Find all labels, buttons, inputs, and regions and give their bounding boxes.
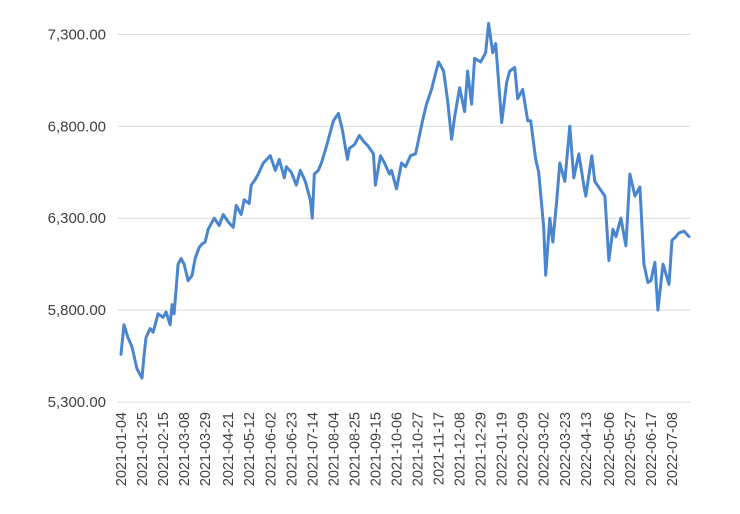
- series-line: [119, 21, 691, 380]
- y-tick-label: 7,300.00: [48, 26, 106, 43]
- gridlines: [118, 33, 690, 403]
- x-tick-label: 2021-12-08: [453, 412, 469, 486]
- x-tick-label: 2021-01-04: [114, 412, 130, 486]
- x-tick-label: 2022-05-06: [602, 412, 618, 486]
- x-tick-label: 2022-06-17: [644, 412, 660, 486]
- x-axis-tick-labels: 2021-01-04 2021-01-25 2021-02-15 2021-03-08…: [114, 412, 681, 486]
- x-tick-label: 2021-10-06: [389, 412, 405, 486]
- x-tick-label: 2022-05-27: [623, 412, 639, 486]
- x-tick-label: 2021-02-15: [156, 412, 172, 486]
- x-tick-label: 2022-01-19: [495, 412, 511, 486]
- y-tick-label: 5,300.00: [48, 394, 106, 411]
- y-tick-label: 6,300.00: [48, 210, 106, 227]
- x-tick-label: 2021-06-23: [284, 412, 300, 486]
- y-axis-tick-labels: 5,300.00 5,800.00 6,300.00 6,800.00 7,300.00: [48, 26, 106, 411]
- x-tick-label: 2022-03-23: [558, 412, 574, 486]
- x-tick-label: 2021-04-21: [221, 412, 237, 486]
- x-tick-label: 2022-02-09: [516, 412, 532, 486]
- x-tick-label: 2021-05-12: [242, 412, 258, 486]
- x-tick-label: 2021-12-29: [474, 412, 490, 486]
- x-tick-label: 2021-10-27: [411, 412, 427, 486]
- x-tick-label: 2022-04-13: [579, 412, 595, 486]
- x-tick-label: 2021-09-15: [368, 412, 384, 486]
- x-tick-label: 2021-03-08: [177, 412, 193, 486]
- x-tick-label: 2022-07-08: [665, 412, 681, 486]
- x-tick-label: 2021-06-02: [263, 412, 279, 486]
- x-tick-label: 2022-03-02: [537, 412, 553, 486]
- y-tick-label: 6,800.00: [48, 118, 106, 135]
- x-tick-label: 2021-07-14: [305, 412, 321, 486]
- y-tick-label: 5,800.00: [48, 302, 106, 319]
- x-tick-label: 2021-03-29: [198, 412, 214, 486]
- x-tick-label: 2021-01-25: [135, 412, 151, 486]
- x-tick-label: 2021-08-04: [326, 412, 342, 486]
- x-tick-label: 2021-08-25: [347, 412, 363, 486]
- x-tick-label: 2021-11-17: [432, 412, 448, 485]
